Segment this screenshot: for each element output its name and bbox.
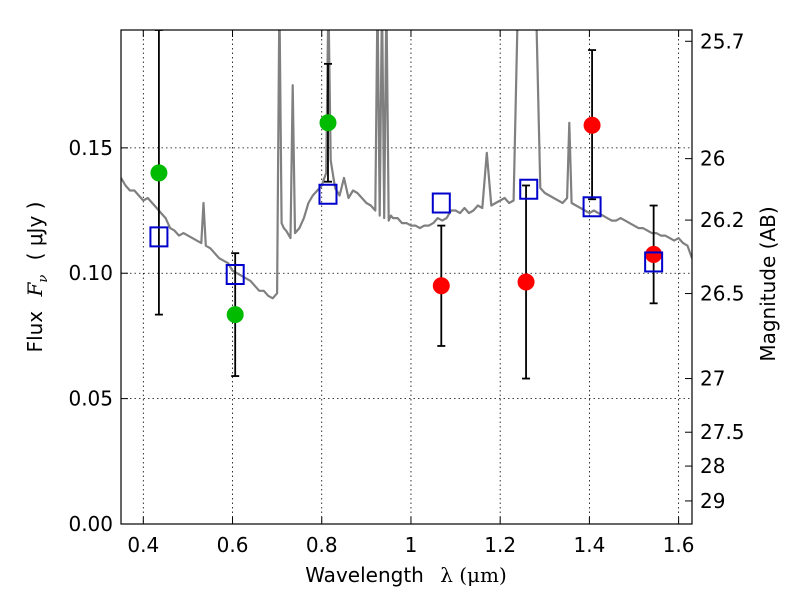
x-tick-label: 0.4 [127, 533, 159, 557]
model-point [149, 226, 169, 248]
data-point [150, 164, 168, 182]
model-point [225, 263, 245, 285]
x-tick-label: 0.8 [306, 533, 338, 557]
errorbar-layer [154, 30, 658, 380]
x-tick-label: 1.2 [484, 533, 516, 557]
x-tick-label: 1.6 [663, 533, 695, 557]
model-point [644, 251, 664, 273]
y-axis-label: Flux Fν ( μJy ) [23, 202, 52, 353]
y-tick-label: 0.15 [68, 136, 113, 160]
data-point [645, 245, 663, 263]
data-point [319, 114, 337, 132]
data-point [517, 273, 535, 291]
model-point [318, 183, 338, 205]
x-axis-label: Wavelength λ (μm) [305, 563, 507, 587]
marker-layer [149, 114, 664, 324]
y-tick-label: 0.00 [68, 512, 113, 536]
y2-tick-label: 26 [700, 147, 725, 171]
grid [121, 30, 692, 524]
x-tick-label: 1 [405, 533, 418, 557]
data-point [226, 306, 244, 324]
y2-tick-label: 26.2 [700, 208, 745, 232]
y2-tick-label: 27.5 [700, 420, 745, 444]
y2-tick-label: 26.5 [700, 282, 745, 306]
tick-layer: 0.4 0.6 0.8 1 1.2 1.4 1.6 0.00 0.05 0.10 0.15 25.7 2… [68, 29, 744, 557]
y2-tick-label: 27 [700, 367, 725, 391]
y2-axis-label: Magnitude (AB) [756, 206, 780, 361]
model-point [582, 196, 602, 218]
y2-tick-label: 29 [700, 489, 725, 513]
plot-frame [120, 29, 693, 525]
y2-tick-label: 25.7 [700, 29, 745, 53]
data-point [432, 277, 450, 295]
x-tick-label: 0.6 [217, 533, 249, 557]
y-tick-label: 0.10 [68, 261, 113, 285]
x-tick-label: 1.4 [573, 533, 605, 557]
model-point [431, 192, 451, 214]
spectrum-layer [121, 30, 692, 300]
y2-tick-label: 28 [700, 454, 725, 478]
y-tick-label: 0.05 [68, 387, 113, 411]
data-point [583, 116, 601, 134]
spectrum-line [121, 30, 692, 300]
model-point [519, 178, 539, 200]
